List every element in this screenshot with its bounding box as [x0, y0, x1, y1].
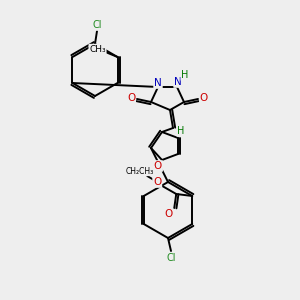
Text: N: N [154, 78, 162, 88]
Text: N: N [174, 77, 182, 87]
Text: O: O [127, 93, 135, 103]
Text: Cl: Cl [166, 253, 176, 263]
Text: CH₂CH₃: CH₂CH₃ [126, 167, 154, 176]
Text: O: O [200, 93, 208, 103]
Text: H: H [177, 126, 185, 136]
Text: O: O [153, 177, 161, 187]
Text: Cl: Cl [92, 20, 102, 30]
Text: O: O [154, 161, 162, 171]
Text: H: H [181, 70, 189, 80]
Text: O: O [164, 209, 172, 219]
Text: CH₃: CH₃ [89, 44, 106, 53]
